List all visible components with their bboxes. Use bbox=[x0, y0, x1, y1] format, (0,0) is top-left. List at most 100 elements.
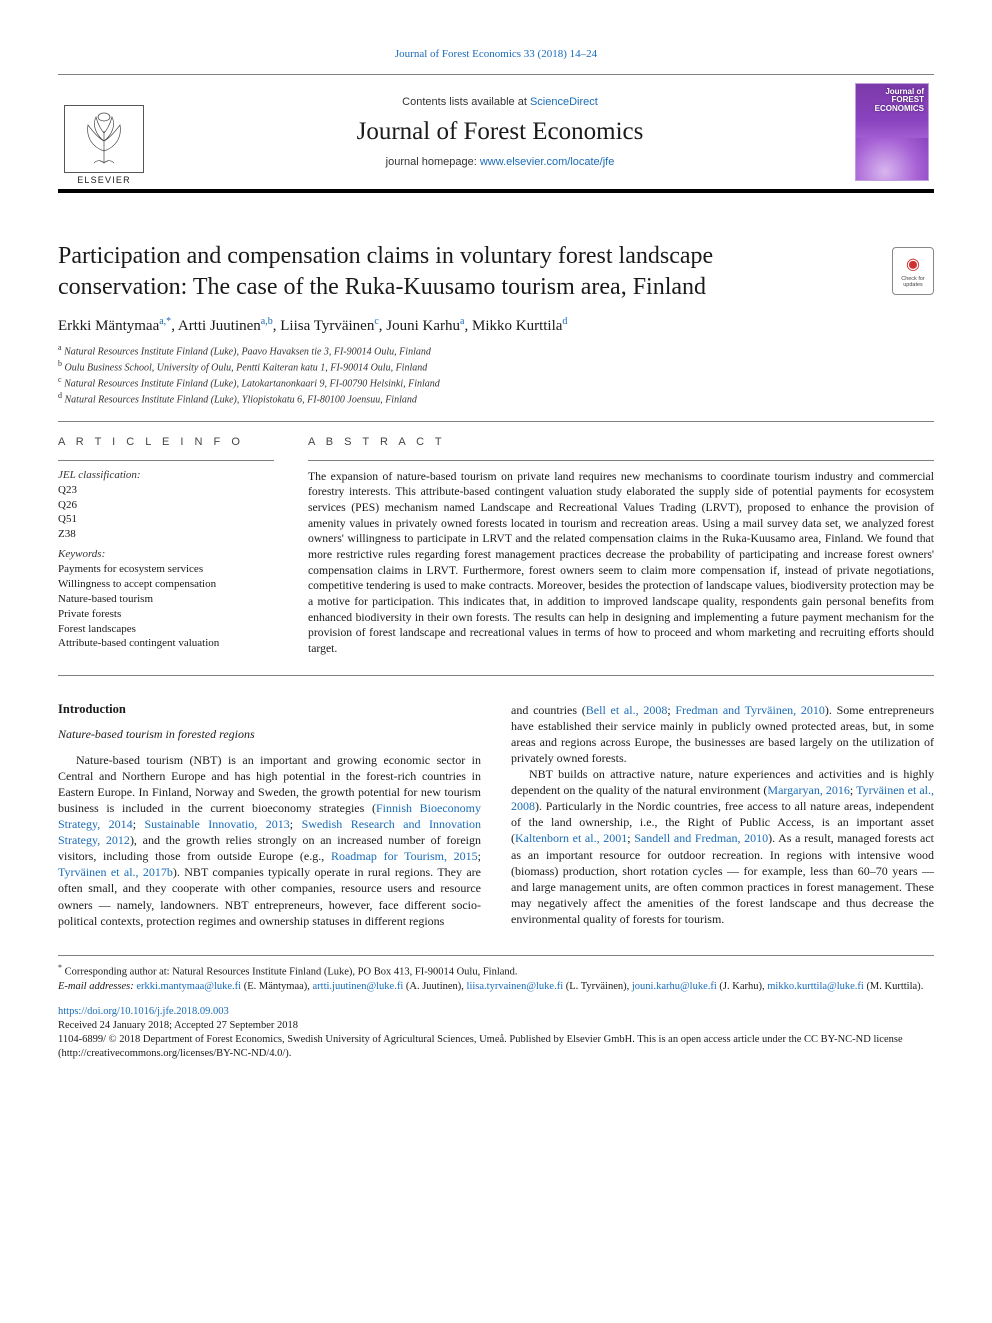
aff-text: Natural Resources Institute Finland (Luk… bbox=[65, 394, 417, 405]
issn-copyright: 1104-6899/ © 2018 Department of Forest E… bbox=[58, 1033, 934, 1061]
citation-link[interactable]: Sustainable Innovatio, 2013 bbox=[145, 817, 290, 831]
jel-head: JEL classification: bbox=[58, 469, 274, 481]
section-heading: Introduction bbox=[58, 702, 481, 717]
email-link[interactable]: mikko.kurttila@luke.fi bbox=[767, 981, 864, 992]
header-citation[interactable]: Journal of Forest Economics 33 (2018) 14… bbox=[58, 48, 934, 60]
aff-text: Oulu Business School, University of Oulu… bbox=[65, 363, 428, 374]
aff-text: Natural Resources Institute Finland (Luk… bbox=[64, 378, 440, 389]
cover-line3: ECONOMICS bbox=[875, 104, 924, 113]
abstract-rule bbox=[308, 460, 934, 461]
author-name: Mikko Kurttila bbox=[472, 318, 562, 334]
citation-link[interactable]: Sandell and Fredman, 2010 bbox=[634, 831, 768, 845]
title-line1: Participation and compensation claims in… bbox=[58, 243, 713, 269]
keywords-list: Payments for ecosystem services Willingn… bbox=[58, 562, 274, 651]
footnotes: * Corresponding author at: Natural Resou… bbox=[58, 955, 934, 995]
journal-cover: Journal of FOREST ECONOMICS bbox=[850, 75, 934, 189]
citation-link[interactable]: Margaryan, 2016 bbox=[767, 783, 849, 797]
author-name: Erkki Mäntymaa bbox=[58, 318, 159, 334]
publisher-logo: ELSEVIER bbox=[58, 75, 150, 189]
citation-link[interactable]: Tyrväinen et al., 2017b bbox=[58, 865, 173, 879]
email-link[interactable]: liisa.tyrvainen@luke.fi bbox=[467, 981, 564, 992]
received-accepted: Received 24 January 2018; Accepted 27 Se… bbox=[58, 1019, 934, 1033]
affiliation: a Natural Resources Institute Finland (L… bbox=[58, 343, 876, 359]
email-link[interactable]: artti.juutinen@luke.fi bbox=[313, 981, 404, 992]
keyword: Private forests bbox=[58, 607, 274, 622]
author-name: Liisa Tyrväinen bbox=[280, 318, 374, 334]
affiliations: a Natural Resources Institute Finland (L… bbox=[58, 343, 876, 406]
info-rule bbox=[58, 460, 274, 461]
citation-link[interactable]: Bell et al., 2008 bbox=[586, 703, 668, 717]
star-icon: * bbox=[58, 963, 62, 972]
publisher-name: ELSEVIER bbox=[77, 175, 131, 185]
author-aff: d bbox=[562, 316, 567, 327]
contents-prefix: Contents lists available at bbox=[402, 96, 530, 108]
corr-text: Corresponding author at: Natural Resourc… bbox=[65, 966, 518, 977]
affiliation: c Natural Resources Institute Finland (L… bbox=[58, 375, 876, 391]
citation-link[interactable]: Kaltenborn et al., 2001 bbox=[515, 831, 627, 845]
homepage-link[interactable]: www.elsevier.com/locate/jfe bbox=[480, 156, 615, 168]
email-who: (M. Kurttila) bbox=[866, 981, 920, 992]
citation-link[interactable]: Fredman and Tyrväinen, 2010 bbox=[675, 703, 824, 717]
keyword: Payments for ecosystem services bbox=[58, 562, 274, 577]
abstract: A B S T R A C T The expansion of nature-… bbox=[308, 436, 934, 657]
author-aff: a bbox=[460, 316, 464, 327]
author-aff: a,b bbox=[261, 316, 273, 327]
affiliation: d Natural Resources Institute Finland (L… bbox=[58, 391, 876, 407]
section-rule bbox=[58, 675, 934, 676]
aff-label: a bbox=[58, 343, 62, 352]
sciencedirect-link[interactable]: ScienceDirect bbox=[530, 96, 598, 108]
email-link[interactable]: erkki.mantymaa@luke.fi bbox=[136, 981, 241, 992]
keywords-head: Keywords: bbox=[58, 548, 274, 560]
keyword: Willingness to accept compensation bbox=[58, 577, 274, 592]
contents-line: Contents lists available at ScienceDirec… bbox=[402, 96, 598, 108]
check-updates-text: Check for updates bbox=[893, 276, 933, 288]
article-info: A R T I C L E I N F O JEL classification… bbox=[58, 436, 274, 657]
jel-item: Q23 bbox=[58, 483, 274, 498]
body-columns: Introduction Nature-based tourism in for… bbox=[58, 702, 934, 929]
aff-label: c bbox=[58, 375, 62, 384]
author-aff: a,* bbox=[159, 316, 171, 327]
paragraph: NBT builds on attractive nature, nature … bbox=[511, 766, 934, 927]
affiliation: b Oulu Business School, University of Ou… bbox=[58, 359, 876, 375]
masthead: ELSEVIER Contents lists available at Sci… bbox=[58, 74, 934, 193]
doi-link[interactable]: https://doi.org/10.1016/j.jfe.2018.09.00… bbox=[58, 1006, 229, 1017]
aff-label: b bbox=[58, 359, 62, 368]
email-who: (A. Juutinen) bbox=[406, 981, 461, 992]
masthead-center: Contents lists available at ScienceDirec… bbox=[150, 75, 850, 189]
author-aff: c bbox=[374, 316, 378, 327]
citation-link[interactable]: Tyrväinen et al., 2008 bbox=[511, 783, 934, 813]
elsevier-tree-icon bbox=[64, 105, 144, 173]
homepage-line: journal homepage: www.elsevier.com/locat… bbox=[386, 156, 615, 168]
email-addresses: E-mail addresses: erkki.mantymaa@luke.fi… bbox=[58, 980, 934, 995]
citation-link[interactable]: Roadmap for Tourism, 2015 bbox=[331, 849, 478, 863]
jel-item: Q26 bbox=[58, 498, 274, 513]
article-footer: https://doi.org/10.1016/j.jfe.2018.09.00… bbox=[58, 1005, 934, 1062]
paragraph: and countries (Bell et al., 2008; Fredma… bbox=[511, 702, 934, 766]
article-title: Participation and compensation claims in… bbox=[58, 241, 876, 302]
abstract-label: A B S T R A C T bbox=[308, 436, 934, 448]
subsection-heading: Nature-based tourism in forested regions bbox=[58, 727, 481, 742]
section-rule bbox=[58, 421, 934, 422]
keyword: Attribute-based contingent valuation bbox=[58, 636, 274, 651]
check-updates-badge[interactable]: ◉ Check for updates bbox=[892, 247, 934, 295]
jel-item: Z38 bbox=[58, 527, 274, 542]
journal-title: Journal of Forest Economics bbox=[357, 118, 644, 146]
cover-title: Journal of FOREST ECONOMICS bbox=[875, 88, 924, 113]
author-name: Artti Juutinen bbox=[178, 318, 261, 334]
author: Jouni Karhua bbox=[386, 318, 464, 334]
author-name: Jouni Karhu bbox=[386, 318, 460, 334]
body-col-left: Introduction Nature-based tourism in for… bbox=[58, 702, 481, 929]
jel-item: Q51 bbox=[58, 512, 274, 527]
abstract-text: The expansion of nature-based tourism on… bbox=[308, 469, 934, 657]
homepage-prefix: journal homepage: bbox=[386, 156, 480, 168]
article-info-label: A R T I C L E I N F O bbox=[58, 436, 274, 448]
email-who: (J. Karhu) bbox=[719, 981, 762, 992]
email-link[interactable]: jouni.karhu@luke.fi bbox=[632, 981, 717, 992]
author: Erkki Mäntymaaa,* bbox=[58, 318, 171, 334]
keyword: Forest landscapes bbox=[58, 622, 274, 637]
title-line2: conservation: The case of the Ruka-Kuusa… bbox=[58, 274, 706, 300]
author: Mikko Kurttilad bbox=[472, 318, 567, 334]
email-label: E-mail addresses: bbox=[58, 981, 134, 992]
jel-list: Q23 Q26 Q51 Z38 bbox=[58, 483, 274, 542]
aff-label: d bbox=[58, 391, 62, 400]
